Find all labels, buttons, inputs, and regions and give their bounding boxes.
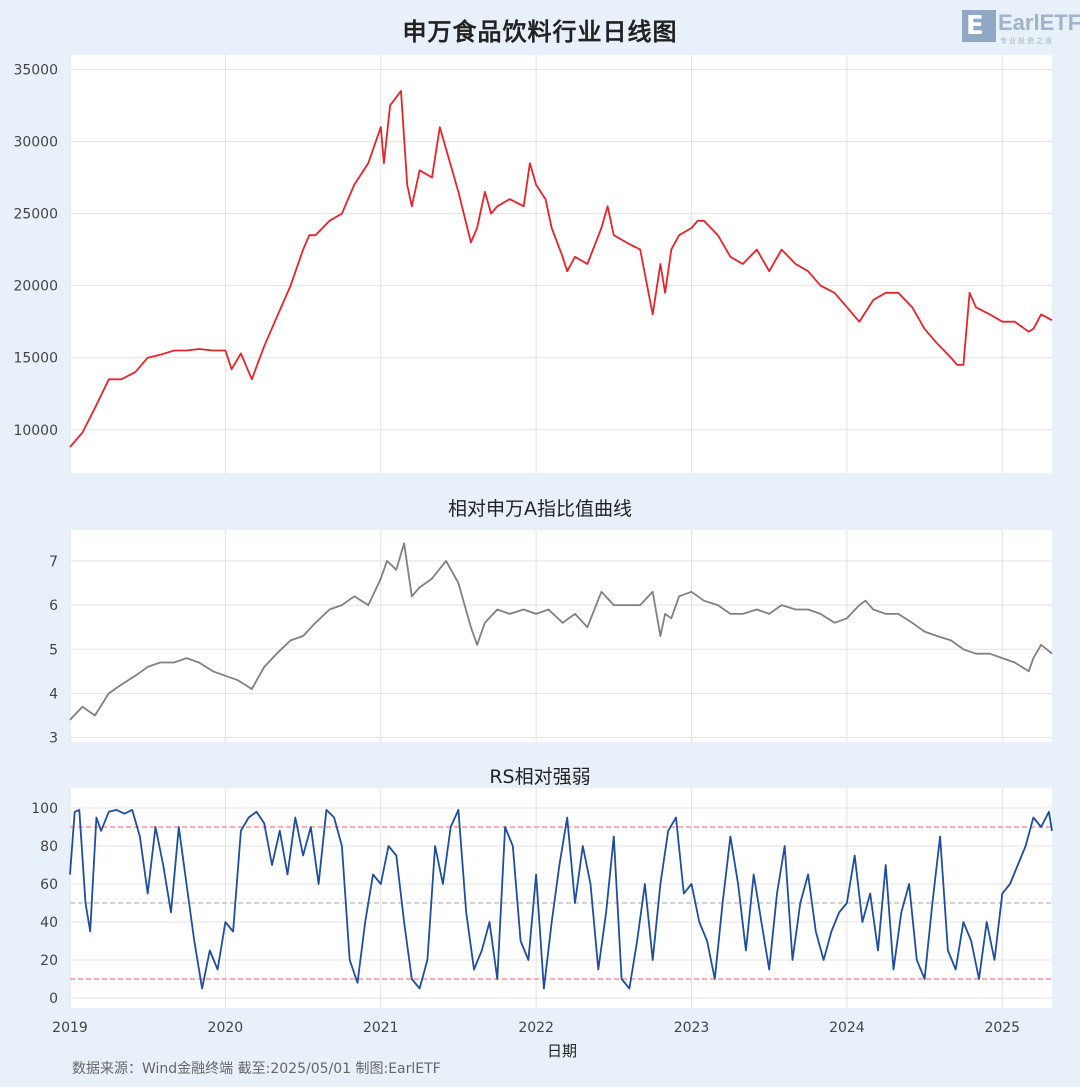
relative-y-tick-3: 3 <box>49 731 58 747</box>
relative-chart-title: 相对申万A指比值曲线 <box>448 498 632 520</box>
logo-subtext: 专业投资之道 <box>1000 37 1054 45</box>
x-axis-label: 日期 <box>546 1042 577 1060</box>
rs-y-tick-40: 40 <box>40 915 58 931</box>
rs-y-tick-20: 20 <box>40 953 58 969</box>
rs-y-tick-100: 100 <box>31 801 58 817</box>
rs-chart-title: RS相对强弱 <box>489 766 591 788</box>
rs-series-line <box>69 809 1053 990</box>
brand-logo: E EarlETF 专业投资之道 <box>962 8 1080 45</box>
rs-y-tick-60: 60 <box>40 877 58 893</box>
price-y-tick-35000: 35000 <box>13 62 58 78</box>
relative-series-line <box>69 542 1053 721</box>
source-footer: 数据来源：Wind金融终端 截至:2025/05/01 制图:EarlETF <box>72 1061 441 1077</box>
x-tick-2023: 2023 <box>674 1020 710 1036</box>
x-tick-2022: 2022 <box>518 1020 554 1036</box>
rs-y-tick-0: 0 <box>49 991 58 1007</box>
price-y-tick-15000: 15000 <box>13 351 58 367</box>
relative-plot-area <box>70 530 1052 742</box>
relative-y-tick-5: 5 <box>49 642 58 658</box>
relative-y-tick-7: 7 <box>49 554 58 570</box>
relative-y-tick-6: 6 <box>49 598 58 614</box>
x-tick-2024: 2024 <box>829 1020 865 1036</box>
chart-title: 申万食品饮料行业日线图 <box>402 18 678 46</box>
relative-y-tick-4: 4 <box>49 686 58 702</box>
x-tick-2025: 2025 <box>984 1020 1020 1036</box>
price-y-tick-30000: 30000 <box>13 134 58 150</box>
price-series-line <box>69 90 1053 448</box>
x-tick-2019: 2019 <box>52 1020 88 1036</box>
price-plot-area <box>70 55 1052 473</box>
rs-y-tick-80: 80 <box>40 839 58 855</box>
price-y-tick-20000: 20000 <box>13 279 58 295</box>
price-y-tick-10000: 10000 <box>13 423 58 439</box>
logo-mark: E <box>962 10 996 42</box>
x-tick-2020: 2020 <box>208 1020 244 1036</box>
x-tick-2021: 2021 <box>363 1020 399 1036</box>
price-y-tick-25000: 25000 <box>13 207 58 223</box>
logo-text: EarlETF <box>998 10 1080 35</box>
